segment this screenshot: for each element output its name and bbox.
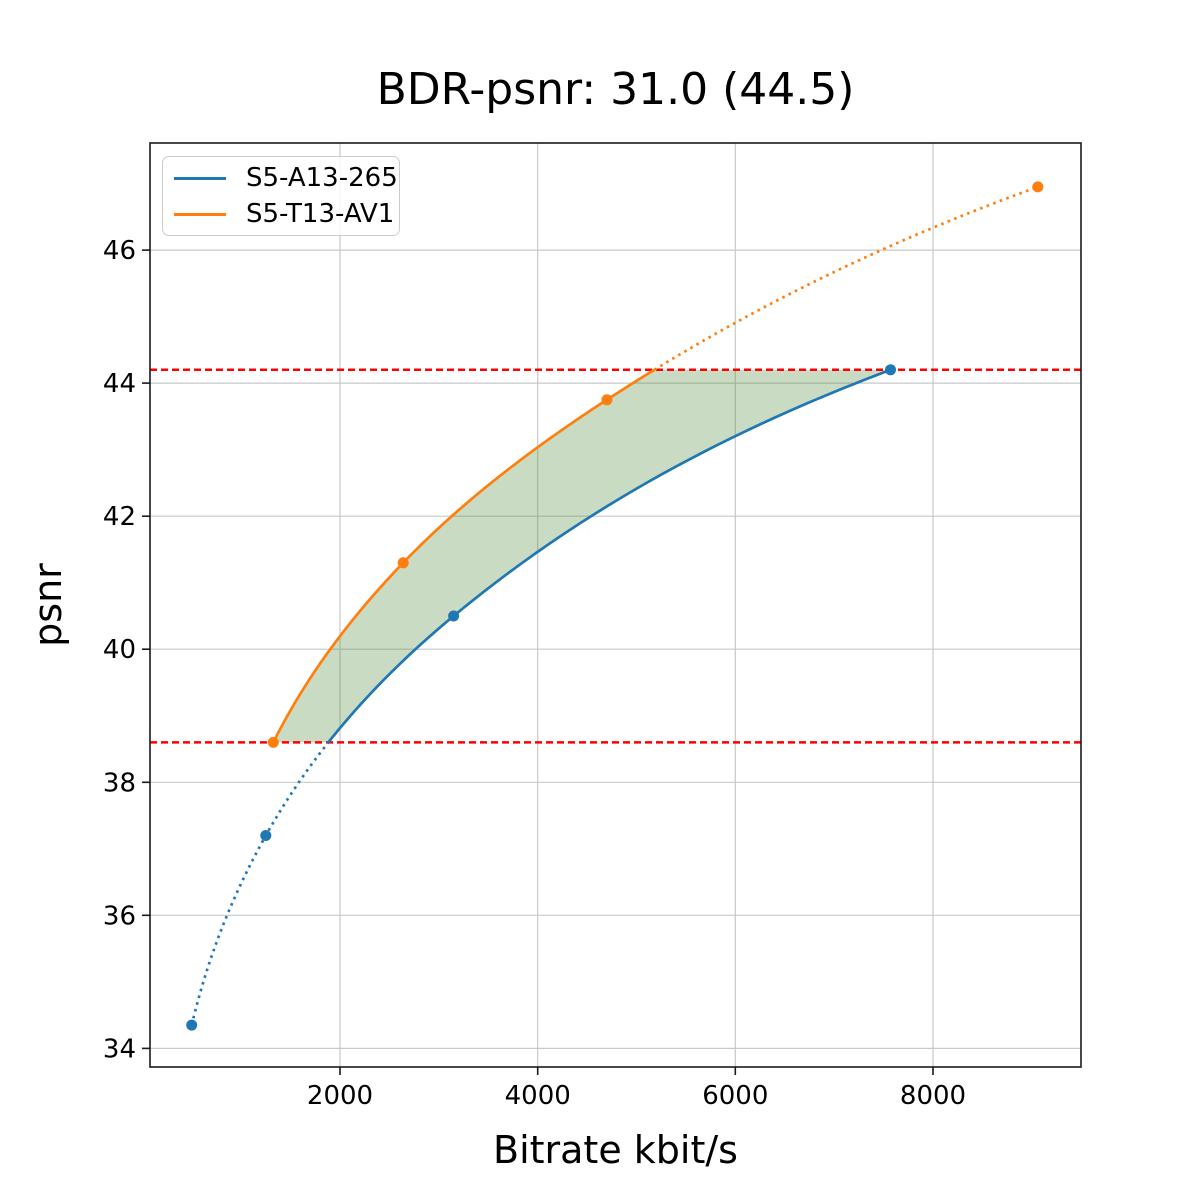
shaded-region bbox=[273, 369, 891, 743]
y-tick-label: 42 bbox=[103, 502, 136, 532]
data-point-marker bbox=[1032, 181, 1044, 193]
legend-item: S5-A13-265 bbox=[163, 163, 399, 193]
data-point-marker bbox=[448, 610, 460, 622]
data-point-marker bbox=[260, 830, 272, 841]
data-point-marker bbox=[397, 557, 409, 569]
legend-label: S5-T13-AV1 bbox=[246, 199, 395, 229]
y-tick-label: 46 bbox=[103, 236, 136, 266]
legend-line-sample-blue bbox=[174, 176, 226, 180]
curve-dotted-S5-T13-AV1 bbox=[653, 185, 1039, 371]
legend-label: S5-A13-265 bbox=[246, 163, 398, 193]
curve-solid-S5-A13-265 bbox=[327, 368, 892, 744]
x-axis-label: Bitrate kbit/s bbox=[493, 1128, 738, 1172]
legend: S5-A13-265 S5-T13-AV1 bbox=[162, 156, 400, 236]
y-tick-label: 38 bbox=[103, 768, 136, 798]
x-tick-label: 8000 bbox=[900, 1081, 966, 1111]
y-axis-label: psnr bbox=[26, 563, 70, 647]
y-tick-label: 36 bbox=[103, 901, 136, 931]
x-tick-label: 6000 bbox=[702, 1081, 768, 1111]
legend-line-sample-orange bbox=[174, 212, 226, 216]
y-tick-label: 34 bbox=[103, 1034, 136, 1064]
data-point-marker bbox=[601, 394, 613, 406]
y-tick-label: 44 bbox=[103, 369, 136, 399]
y-tick-label: 40 bbox=[103, 635, 136, 665]
chart-title: BDR-psnr: 31.0 (44.5) bbox=[376, 64, 855, 115]
legend-item: S5-T13-AV1 bbox=[163, 199, 399, 229]
data-point-marker bbox=[186, 1019, 198, 1031]
x-tick-label: 4000 bbox=[505, 1081, 571, 1111]
data-point-marker bbox=[885, 364, 896, 376]
data-point-marker bbox=[267, 736, 279, 748]
x-tick-label: 2000 bbox=[307, 1081, 373, 1111]
axes-spines bbox=[149, 142, 1082, 1068]
curve-dotted-S5-A13-265 bbox=[190, 741, 330, 1026]
